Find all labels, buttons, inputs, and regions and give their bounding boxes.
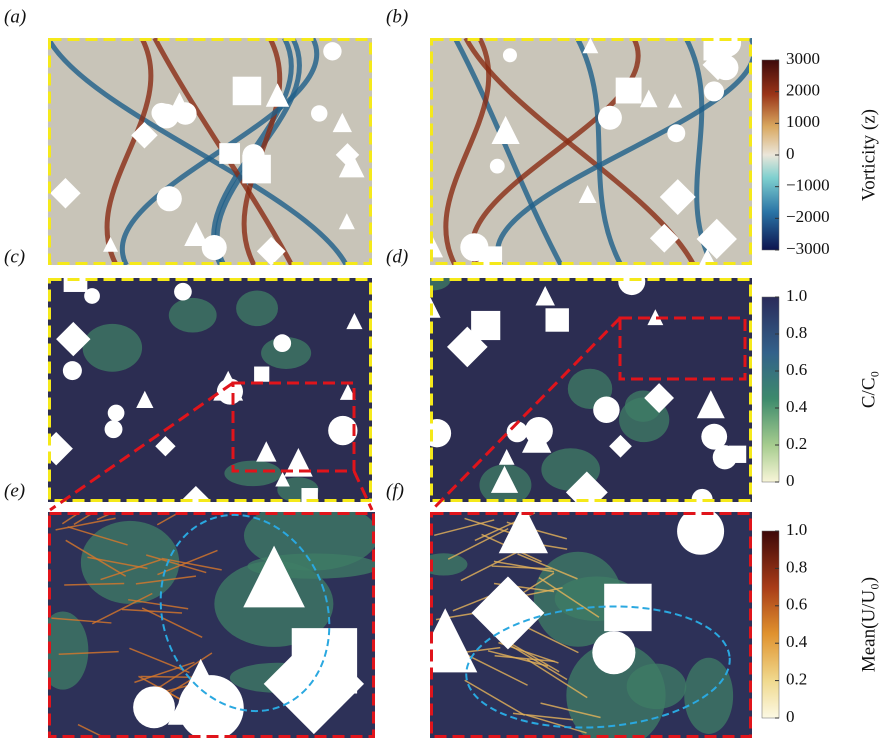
colorbar-tick-label: −3000 <box>786 239 830 258</box>
colorbar: 3000 2000 1000 0 −1000 −2000 −3000 Vorticity (z… <box>762 49 879 258</box>
panel-label: (b) <box>386 6 408 27</box>
panel-label: (a) <box>4 6 26 27</box>
colorbar-label: Vorticity (z) <box>858 109 879 201</box>
obstacle <box>311 105 327 121</box>
colorbar-tick-label: −1000 <box>786 176 830 195</box>
obstacle <box>273 334 291 352</box>
obstacle <box>133 686 175 728</box>
panel-label: (e) <box>4 480 25 501</box>
obstacle <box>292 628 357 693</box>
colorbar-tick-label: 0.4 <box>786 632 808 651</box>
obstacle <box>254 367 269 382</box>
concentration-patch <box>37 612 88 690</box>
panel-label: (f) <box>386 480 404 501</box>
obstacle <box>616 78 642 104</box>
panel: (f) <box>386 480 752 742</box>
obstacle <box>63 361 82 380</box>
colorbar-tick-label: 2000 <box>786 81 820 100</box>
panel-image <box>39 268 372 515</box>
concentration-patch <box>81 521 179 604</box>
panel-image <box>48 38 372 266</box>
obstacle <box>174 283 192 301</box>
obstacle <box>703 32 731 60</box>
panels: (a) (b) (c) (d) (e) (f) <box>4 6 754 742</box>
colorbar-tick-label: 1000 <box>786 112 820 131</box>
colorbar-tick-label: 0.6 <box>786 595 807 614</box>
concentration-patch <box>420 553 467 575</box>
concentration-patch <box>83 324 142 372</box>
panel-image <box>419 29 754 278</box>
obstacle <box>233 77 262 106</box>
background <box>48 38 372 265</box>
obstacle <box>423 419 451 447</box>
colorbar: 1.0 0.8 0.6 0.4 0.2 0 Mean(U/U₀) <box>762 520 879 726</box>
colorbar-tick-label: 0 <box>786 471 795 490</box>
obstacle <box>592 631 635 674</box>
obstacle <box>546 308 569 331</box>
panel-label: (d) <box>386 246 408 267</box>
obstacle <box>618 268 645 295</box>
obstacle <box>323 42 341 60</box>
colorbar-ramp <box>762 531 779 718</box>
colorbar-tick-label: 0.2 <box>786 434 807 453</box>
colorbar-tick-label: 0.2 <box>786 670 807 689</box>
obstacle <box>598 106 622 130</box>
concentration-patch <box>169 298 217 333</box>
obstacle <box>490 159 505 174</box>
obstacle <box>219 143 240 164</box>
colorbar-label: C/C₀ <box>858 371 879 408</box>
colorbar-tick-label: 0.8 <box>786 323 807 342</box>
obstacle <box>157 186 182 211</box>
obstacle <box>242 144 264 166</box>
obstacle <box>704 81 724 101</box>
colorbar-tick-label: 0 <box>786 144 795 163</box>
colorbar-ramp <box>762 297 779 482</box>
panel: (a) <box>4 6 372 265</box>
panel: (c) <box>4 246 372 515</box>
figure: (a) (b) (c) (d) (e) (f) 3000 2000 1000 0 −1000 −20… <box>0 0 886 742</box>
panel: (b) <box>386 6 754 278</box>
obstacle <box>593 397 619 423</box>
obstacle <box>105 420 123 438</box>
obstacle <box>471 311 500 340</box>
concentration-patch <box>236 291 278 327</box>
panel: (d) <box>386 246 752 513</box>
concentration-patch <box>627 664 687 709</box>
colorbar-tick-label: 1.0 <box>786 520 807 539</box>
colorbar-tick-label: 3000 <box>786 49 820 68</box>
obstacle <box>151 103 171 123</box>
concentration-patch <box>224 461 281 487</box>
colorbar-tick-label: 0.4 <box>786 397 808 416</box>
obstacle <box>202 235 227 260</box>
colorbar-label: Mean(U/U₀) <box>858 577 879 672</box>
colorbar-tick-label: 0.6 <box>786 360 807 379</box>
obstacle <box>503 48 517 62</box>
obstacle <box>301 488 317 504</box>
panel: (e) <box>4 480 380 742</box>
concentration-patch <box>244 501 378 571</box>
panel-label: (c) <box>4 246 25 267</box>
obstacle <box>713 445 737 469</box>
obstacle <box>174 102 197 125</box>
colorbar: 1.0 0.8 0.6 0.4 0.2 0 C/C₀ <box>762 286 879 490</box>
obstacle <box>108 405 125 422</box>
colorbar-tick-label: −2000 <box>786 207 830 226</box>
colorbar-tick-label: 0.8 <box>786 557 807 576</box>
obstacle <box>479 246 502 269</box>
obstacle <box>667 124 685 142</box>
concentration-patch <box>684 658 733 734</box>
colorbar-tick-label: 1.0 <box>786 286 807 305</box>
colorbar-tick-label: 0 <box>786 707 795 726</box>
